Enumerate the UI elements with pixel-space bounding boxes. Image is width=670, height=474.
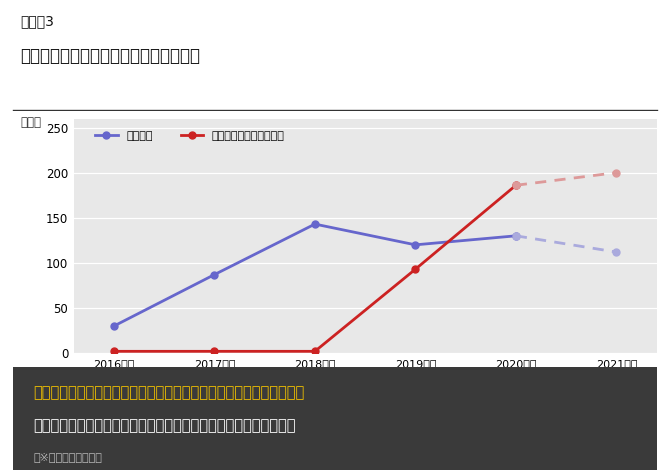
Legend: 内部通報, ハラスメント相談デスク: 内部通報, ハラスメント相談デスク: [91, 127, 289, 146]
Text: 軽微な内容、気軽な相談はハラスメント相談デスクへ流れる傾向に。: 軽微な内容、気軽な相談はハラスメント相談デスクへ流れる傾向に。: [34, 385, 305, 400]
Text: シート3: シート3: [20, 14, 54, 28]
Text: 風通しの良い職場の指標とされる従業員数１％の相談が入る様に。: 風通しの良い職場の指標とされる従業員数１％の相談が入る様に。: [34, 419, 296, 433]
FancyBboxPatch shape: [13, 367, 657, 470]
Text: 内部通報とハラスメント相談件数の推移: 内部通報とハラスメント相談件数の推移: [20, 47, 200, 65]
Text: （件）: （件）: [20, 116, 41, 129]
Text: （※東洋経済社公表）: （※東洋経済社公表）: [34, 452, 103, 462]
